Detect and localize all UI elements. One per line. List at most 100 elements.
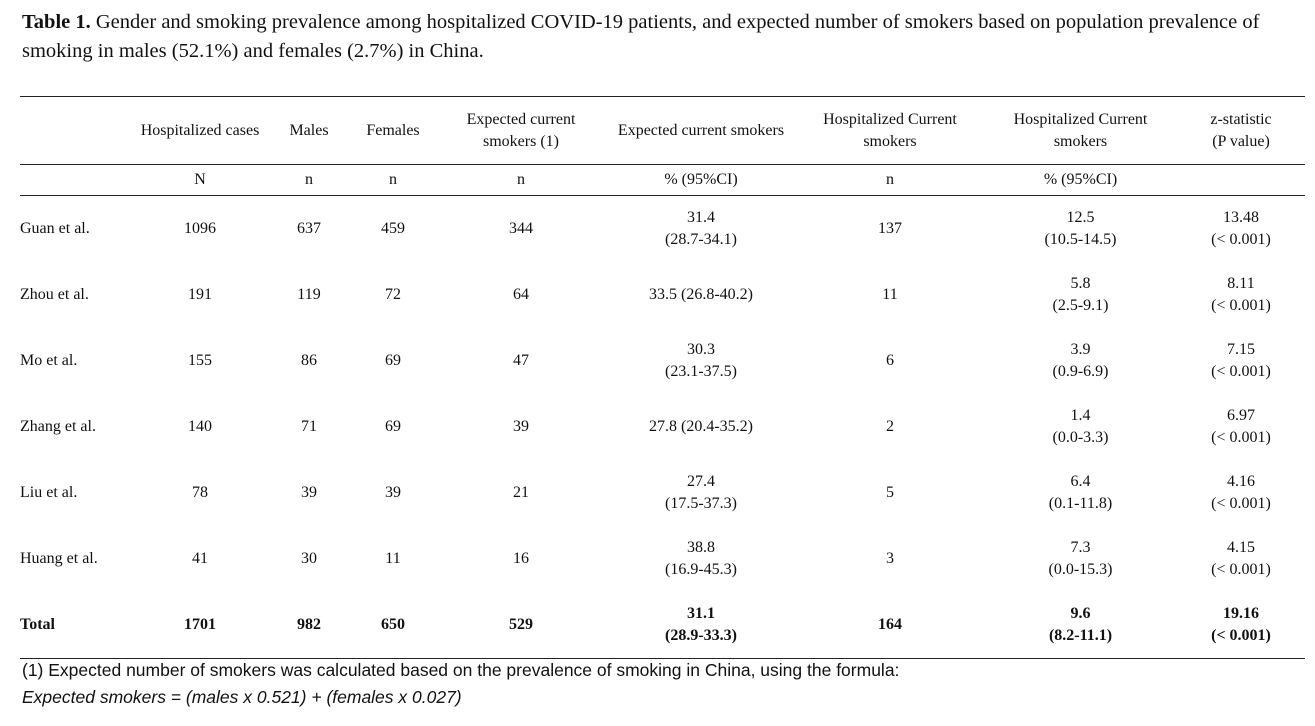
cell-line: Expected current bbox=[466, 110, 576, 128]
table-cell: 1.4 (0.0-3.3) bbox=[984, 394, 1177, 460]
cell-line: 39 bbox=[301, 484, 317, 501]
table-cell: 155 bbox=[132, 328, 268, 394]
cell-line: 21 bbox=[513, 484, 529, 501]
table-cell: 33.5 (26.8-40.2) bbox=[606, 262, 796, 328]
study-name: Huang et al. bbox=[20, 550, 98, 567]
table-cell: 982 bbox=[268, 592, 350, 659]
table-cell: 9.6 (8.2-11.1) bbox=[984, 592, 1177, 659]
total-row: Total 1701 982 650 529 31.1 (28.9-33.3) 164 9.6 (… bbox=[20, 592, 1305, 659]
cell-line: (P value) bbox=[1212, 132, 1270, 150]
cell-line: 69 bbox=[385, 352, 401, 369]
unit-cell: n bbox=[268, 164, 350, 196]
cell-line: 459 bbox=[381, 220, 405, 237]
cell-line: Hospitalized Current bbox=[1013, 110, 1148, 128]
table-cell: 71 bbox=[268, 394, 350, 460]
cell-line: 86 bbox=[301, 352, 317, 369]
cell-line: (16.9-45.3) bbox=[665, 561, 737, 578]
table-cell: 78 bbox=[132, 460, 268, 526]
cell-line: 5 bbox=[886, 484, 894, 501]
table-cell: 64 bbox=[436, 262, 606, 328]
table-cell: 637 bbox=[268, 196, 350, 263]
table-cell: 140 bbox=[132, 394, 268, 460]
table-cell: 19.16 (< 0.001) bbox=[1177, 592, 1305, 659]
table-cell: 11 bbox=[796, 262, 984, 328]
cell-line: 9.6 bbox=[1070, 605, 1091, 622]
cell-line: 6 bbox=[886, 352, 894, 369]
table-cell: 12.5 (10.5-14.5) bbox=[984, 196, 1177, 263]
cell-line: 4.15 bbox=[1227, 539, 1255, 556]
cell-line: (28.7-34.1) bbox=[665, 231, 737, 248]
cell-line: 12.5 bbox=[1066, 209, 1095, 226]
table-row: Huang et al. 41 30 11 16 38.8 (16.9-45.3) 3 7.3 (… bbox=[20, 526, 1305, 592]
cell-line: (0.9-6.9) bbox=[1052, 363, 1109, 380]
cell-line: 41 bbox=[192, 550, 208, 567]
footnote-formula: Expected smokers = (males x 0.521) + (fe… bbox=[22, 687, 462, 707]
cell-line: (0.0-3.3) bbox=[1052, 429, 1109, 446]
cell-line: 4.16 bbox=[1227, 473, 1255, 490]
cell-line: (17.5-37.3) bbox=[665, 495, 737, 512]
cell-line: 1701 bbox=[184, 616, 216, 633]
cell-line: 1.4 bbox=[1070, 407, 1091, 424]
cell-line: z-statistic bbox=[1210, 110, 1272, 128]
table-caption: Table 1. Gender and smoking prevalence a… bbox=[22, 8, 1292, 66]
cell-line: 71 bbox=[301, 418, 317, 435]
cell-line: 33.5 (26.8-40.2) bbox=[649, 286, 753, 303]
column-header: Expected current smokers bbox=[606, 96, 796, 165]
cell-line: (< 0.001) bbox=[1211, 297, 1271, 314]
unit-cell: % (95%CI) bbox=[984, 164, 1177, 196]
cell-line: 119 bbox=[297, 286, 321, 303]
cell-line: 11 bbox=[385, 550, 401, 567]
cell-line: smokers bbox=[863, 132, 917, 150]
cell-line: (< 0.001) bbox=[1211, 627, 1271, 644]
cell-line: (10.5-14.5) bbox=[1044, 231, 1117, 248]
table-cell: 30 bbox=[268, 526, 350, 592]
cell-line: 155 bbox=[188, 352, 212, 369]
table-cell: 69 bbox=[350, 328, 436, 394]
cell-line: 191 bbox=[188, 286, 212, 303]
table-footnote: (1) Expected number of smokers was calcu… bbox=[22, 657, 899, 711]
cell-line: 31.4 bbox=[687, 209, 715, 226]
cell-line: 7.15 bbox=[1227, 341, 1255, 358]
cell-line: 30 bbox=[301, 550, 317, 567]
table-row: Zhang et al. 140 71 69 39 27.8 (20.4-35.2) 2 1.… bbox=[20, 394, 1305, 460]
table-cell: 39 bbox=[268, 460, 350, 526]
column-header: Males bbox=[268, 96, 350, 165]
cell-line: 8.11 bbox=[1227, 275, 1255, 292]
cell-line: (< 0.001) bbox=[1211, 231, 1271, 248]
cell-line: 3.9 bbox=[1070, 341, 1091, 358]
footnote-line: (1) Expected number of smokers was calcu… bbox=[22, 660, 900, 680]
table-row: Mo et al. 155 86 69 47 30.3 (23.1-37.5) 6 3.9 (0.… bbox=[20, 328, 1305, 394]
table-cell: 13.48 (< 0.001) bbox=[1177, 196, 1305, 263]
unit-cell: n bbox=[350, 164, 436, 196]
column-header bbox=[20, 96, 132, 165]
table-row: Guan et al. 1096 637 459 344 31.4 (28.7-34.1) 1… bbox=[20, 196, 1305, 263]
cell-line: (< 0.001) bbox=[1211, 561, 1271, 578]
cell-line: 140 bbox=[188, 418, 212, 435]
cell-line: (< 0.001) bbox=[1211, 495, 1271, 512]
table-cell: 7.3 (0.0-15.3) bbox=[984, 526, 1177, 592]
unit-cell bbox=[20, 164, 132, 196]
column-header: Hospitalized Current smokers bbox=[796, 96, 984, 165]
cell-line: (28.9-33.3) bbox=[665, 627, 737, 644]
cell-line: smokers bbox=[1053, 132, 1108, 150]
table-cell: 4.16 (< 0.001) bbox=[1177, 460, 1305, 526]
smoking-prevalence-table: Hospitalized cases Males Females Expected c… bbox=[20, 96, 1305, 659]
cell-line: (2.5-9.1) bbox=[1052, 297, 1109, 314]
unit-cell bbox=[1177, 164, 1305, 196]
table-cell: 6.97 (< 0.001) bbox=[1177, 394, 1305, 460]
cell-line: 164 bbox=[878, 616, 902, 633]
cell-line: (8.2-11.1) bbox=[1048, 627, 1113, 644]
table-cell: 69 bbox=[350, 394, 436, 460]
cell-line: 1096 bbox=[184, 220, 216, 237]
column-header: Hospitalized cases bbox=[132, 96, 268, 165]
cell-line: smokers (1) bbox=[483, 132, 559, 150]
cell-line: 30.3 bbox=[687, 341, 715, 358]
unit-cell: % (95%CI) bbox=[606, 164, 796, 196]
unit-cell: n bbox=[436, 164, 606, 196]
column-header: Expected current smokers (1) bbox=[436, 96, 606, 165]
table-cell: 4.15 (< 0.001) bbox=[1177, 526, 1305, 592]
table-cell: 39 bbox=[350, 460, 436, 526]
table-cell: 6.4 (0.1-11.8) bbox=[984, 460, 1177, 526]
table-cell: 1096 bbox=[132, 196, 268, 263]
table-cell: 3.9 (0.9-6.9) bbox=[984, 328, 1177, 394]
